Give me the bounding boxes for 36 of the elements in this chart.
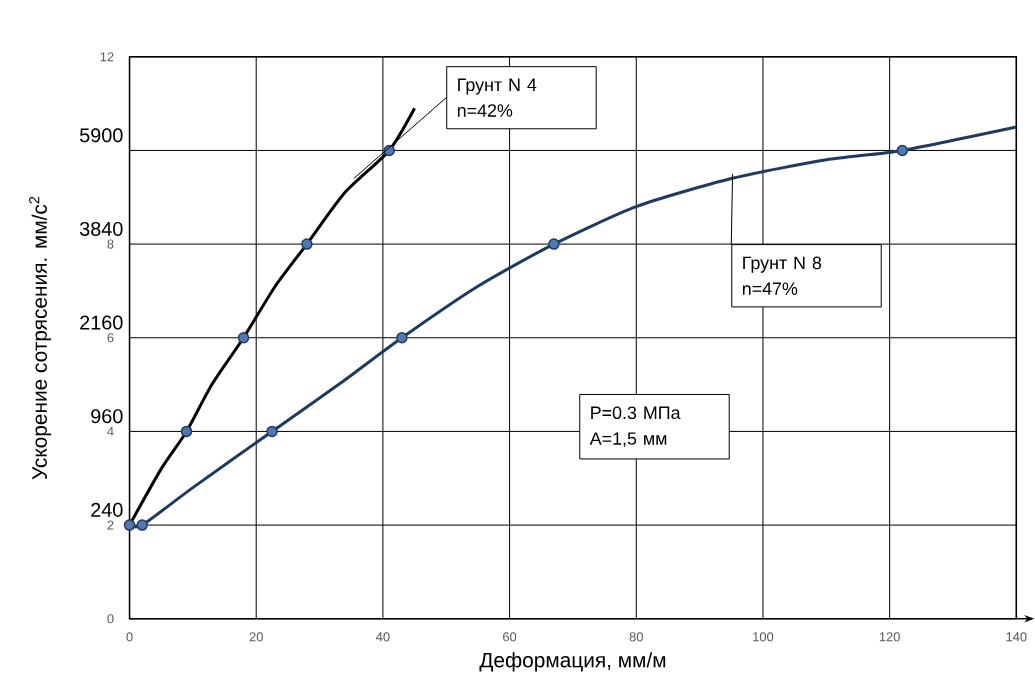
x-tick-label: 80: [629, 631, 643, 642]
x-tick-label: 20: [249, 631, 263, 642]
point: [396, 331, 408, 344]
point: [180, 425, 193, 437]
text: 5900: [79, 128, 123, 143]
x-tick-label: 60: [503, 631, 517, 642]
y-tick-label: 12: [100, 52, 114, 62]
point: [301, 238, 313, 250]
point: [896, 144, 909, 156]
annotation: Грунт N 8: [743, 256, 822, 273]
point: [136, 519, 148, 531]
text: 2160: [80, 315, 123, 330]
x-tick-label: 100: [753, 631, 774, 642]
y-tick-label: 0: [107, 613, 114, 624]
text: 960: [91, 408, 123, 424]
y-tick-label: 4: [107, 426, 114, 436]
annotation: P=0.3 МПа: [591, 406, 681, 419]
point: [237, 331, 250, 344]
y-axis-title: Ускорение сотрясения. мм/с$^{2}$: [29, 196, 52, 480]
y-tick-label: 8: [107, 239, 114, 249]
y-tick-label: 2: [107, 520, 114, 530]
y-tick-label: 6: [107, 332, 114, 343]
annotation: A=1,5 мм: [589, 432, 667, 447]
point: [123, 519, 136, 531]
x-tick-label: 40: [376, 631, 390, 642]
annotation: Грунт N 4: [458, 78, 537, 95]
annotation: n=42%: [457, 104, 513, 117]
x-axis-title: Деформация, мм/м: [479, 651, 666, 672]
x-tick-label: 120: [879, 631, 900, 642]
point: [266, 425, 278, 437]
x-tick-label: 140: [1006, 631, 1027, 642]
annotation: n=47%: [742, 282, 798, 295]
x-tick-label: 0: [126, 631, 133, 642]
point: [548, 238, 560, 250]
text: 240: [91, 502, 123, 517]
text: 3840: [79, 221, 123, 236]
